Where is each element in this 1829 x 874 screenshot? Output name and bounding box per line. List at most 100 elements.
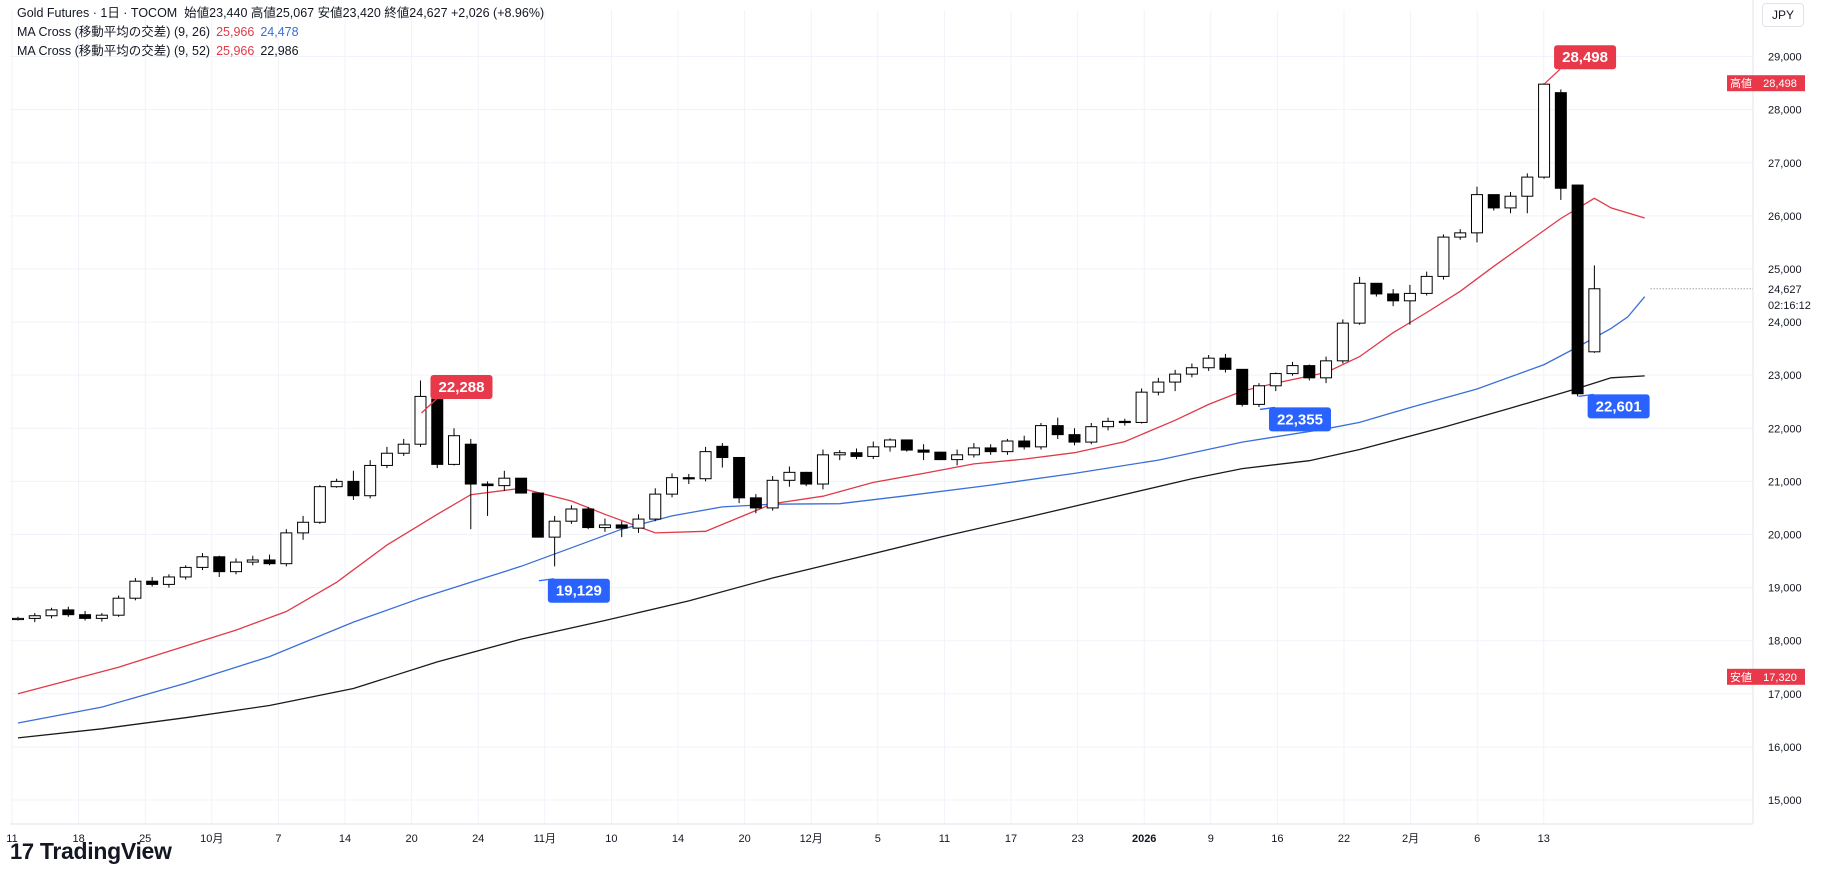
- candle: [515, 477, 528, 494]
- candle: [531, 492, 544, 538]
- candle: [716, 443, 729, 468]
- candle-body-down: [800, 471, 813, 485]
- candle: [1286, 361, 1299, 376]
- candle: [1454, 229, 1467, 240]
- x-tick-label: 20: [405, 833, 417, 845]
- candle-body-up: [1538, 83, 1551, 178]
- candle-body-down: [1370, 282, 1383, 295]
- candle: [1420, 271, 1433, 296]
- candle-body-down: [733, 456, 746, 499]
- tradingview-logo-icon: 17: [10, 838, 34, 864]
- y-tick-label: 18,000: [1768, 636, 1802, 648]
- candle-body-up: [632, 518, 645, 529]
- high-price-label-value-bg: [1755, 75, 1805, 92]
- y-tick-label: 16,000: [1768, 742, 1802, 754]
- high-price-label-tag-text: 高値: [1730, 76, 1752, 90]
- y-tick-label: 25,000: [1768, 264, 1802, 276]
- candle: [699, 446, 712, 482]
- candle: [766, 476, 779, 511]
- y-tick-label: 27,000: [1768, 158, 1802, 170]
- x-tick-label: 11: [6, 833, 17, 845]
- callout-labels: 28,498 22,288 19,129 22,355 22,601: [421, 45, 1650, 603]
- candle: [1403, 284, 1416, 325]
- ma-9-line: [17, 197, 1645, 695]
- ma1-slow-value: 24,478: [260, 25, 299, 39]
- candle: [12, 616, 24, 621]
- candle-body-down: [917, 449, 930, 453]
- legend-symbol-row: Gold Futures · 1日 · TOCOM 始値23,440 高値25,…: [17, 4, 544, 23]
- x-tick-label: 11月: [534, 833, 556, 845]
- brand-name: TradingView: [39, 838, 172, 864]
- candle-body-up: [598, 524, 611, 529]
- candle: [1487, 194, 1500, 211]
- candle-body-up: [1403, 292, 1416, 302]
- candle-body-up: [884, 439, 897, 448]
- candle: [1051, 417, 1064, 439]
- y-tick-label: 20,000: [1768, 529, 1802, 541]
- candle: [1068, 428, 1081, 446]
- callout-box: [430, 374, 493, 399]
- symbol-name: Gold Futures · 1日 · TOCOM: [17, 6, 178, 20]
- candle: [1588, 265, 1601, 353]
- candle: [448, 428, 461, 466]
- candle: [179, 565, 192, 580]
- candle-body-up: [1470, 194, 1483, 234]
- candle: [1538, 83, 1551, 179]
- candle-body-down: [850, 452, 863, 457]
- price-callout: 22,355: [1259, 406, 1331, 432]
- candle-body-down: [1554, 92, 1567, 189]
- candle: [498, 470, 511, 491]
- x-tick-label: 22: [1338, 833, 1350, 845]
- candle: [833, 450, 846, 461]
- chart-grid: [10, 10, 1753, 824]
- candle-body-up: [1001, 440, 1014, 453]
- candle-body-down: [1118, 420, 1131, 424]
- candle-body-down: [682, 477, 695, 480]
- candle-body-down: [347, 480, 360, 497]
- low-price-label-tag-text: 安値: [1730, 670, 1752, 684]
- candle-body-down: [431, 398, 444, 465]
- candle-body-up: [129, 580, 142, 599]
- candle: [95, 613, 108, 622]
- price-callout: 28,498: [1544, 45, 1617, 84]
- callout-box: [1554, 45, 1617, 70]
- candle-body-up: [783, 471, 796, 481]
- callout-text: 22,601: [1596, 398, 1642, 415]
- candle: [1336, 319, 1349, 364]
- candle: [1001, 438, 1014, 455]
- candle-body-up: [28, 615, 41, 619]
- candle: [800, 471, 813, 487]
- ohlc-values: 始値23,440 高値25,067 安値23,420 終値24,627 +2,0…: [184, 6, 545, 20]
- candle: [1085, 422, 1098, 445]
- bar-countdown: 02:16:12: [1768, 300, 1811, 312]
- price-callout: 22,601: [1578, 393, 1650, 419]
- candle: [297, 515, 310, 540]
- x-tick-label: 9: [1208, 833, 1214, 845]
- chart-axes: 15,000 16,000 17,000 18,000 19,000 20,000 21,0…: [6, 0, 1811, 845]
- candle: [79, 610, 92, 621]
- candle: [548, 515, 561, 567]
- tradingview-brand[interactable]: 17 TradingView: [10, 838, 172, 865]
- x-tick-label: 17: [1005, 833, 1017, 845]
- candle-body-up: [95, 614, 108, 619]
- candle-body-up: [297, 521, 310, 534]
- candle-body-down: [79, 614, 92, 619]
- candle-body-down: [1387, 293, 1400, 302]
- currency-button[interactable]: JPY: [1762, 3, 1804, 27]
- candle: [1370, 282, 1383, 297]
- candle-body-up: [45, 609, 58, 617]
- high-price-label: 高値 28,498: [1727, 75, 1805, 92]
- candle: [313, 485, 326, 524]
- candle: [649, 488, 662, 522]
- x-tick-label: 14: [339, 833, 351, 845]
- candle-body-down: [213, 556, 226, 573]
- candle-body-up: [179, 566, 192, 578]
- candle: [951, 449, 964, 466]
- candle-body-down: [749, 497, 762, 509]
- callout-text: 22,355: [1277, 411, 1323, 428]
- candle-body-up: [313, 486, 326, 523]
- candle-body-up: [548, 520, 561, 538]
- candle: [45, 607, 58, 619]
- x-tick-label: 6: [1474, 833, 1480, 845]
